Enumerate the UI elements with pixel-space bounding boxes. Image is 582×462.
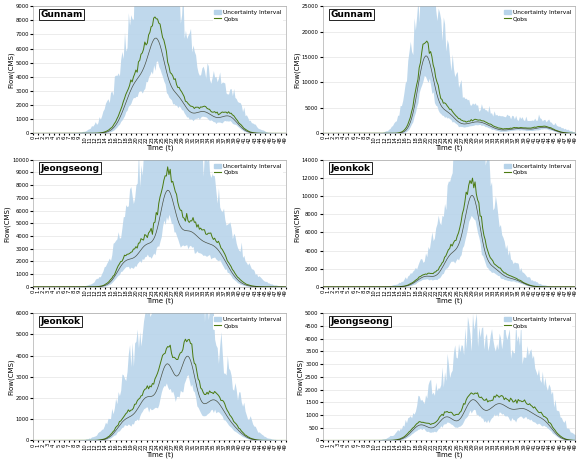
- X-axis label: Time (t): Time (t): [435, 451, 463, 458]
- Y-axis label: Flow(CMS): Flow(CMS): [294, 205, 300, 242]
- Text: Jeonkok: Jeonkok: [41, 317, 81, 326]
- X-axis label: Time (t): Time (t): [146, 144, 173, 151]
- Legend: Uncertainty Interval, Qobs: Uncertainty Interval, Qobs: [213, 316, 283, 329]
- X-axis label: Time (t): Time (t): [146, 451, 173, 458]
- Legend: Uncertainty Interval, Qobs: Uncertainty Interval, Qobs: [503, 163, 573, 176]
- X-axis label: Time (t): Time (t): [435, 144, 463, 151]
- Text: Gunnam: Gunnam: [41, 10, 83, 19]
- Y-axis label: Flow(CMS): Flow(CMS): [8, 51, 14, 88]
- Y-axis label: Flow(CMS): Flow(CMS): [8, 359, 14, 395]
- Y-axis label: Flow(CMS): Flow(CMS): [4, 205, 10, 242]
- Text: Jeonkok: Jeonkok: [331, 164, 370, 172]
- Y-axis label: Flow(CMS): Flow(CMS): [294, 51, 300, 88]
- Legend: Uncertainty Interval, Qobs: Uncertainty Interval, Qobs: [503, 316, 573, 329]
- Legend: Uncertainty Interval, Qobs: Uncertainty Interval, Qobs: [503, 9, 573, 23]
- Legend: Uncertainty Interval, Qobs: Uncertainty Interval, Qobs: [213, 163, 283, 176]
- X-axis label: Time (t): Time (t): [435, 298, 463, 304]
- Text: Gunnam: Gunnam: [331, 10, 372, 19]
- Y-axis label: Flow(CMS): Flow(CMS): [297, 359, 304, 395]
- Text: Jeongseong: Jeongseong: [41, 164, 100, 172]
- Text: Jeongseong: Jeongseong: [331, 317, 389, 326]
- Legend: Uncertainty Interval, Qobs: Uncertainty Interval, Qobs: [213, 9, 283, 23]
- X-axis label: Time (t): Time (t): [146, 298, 173, 304]
